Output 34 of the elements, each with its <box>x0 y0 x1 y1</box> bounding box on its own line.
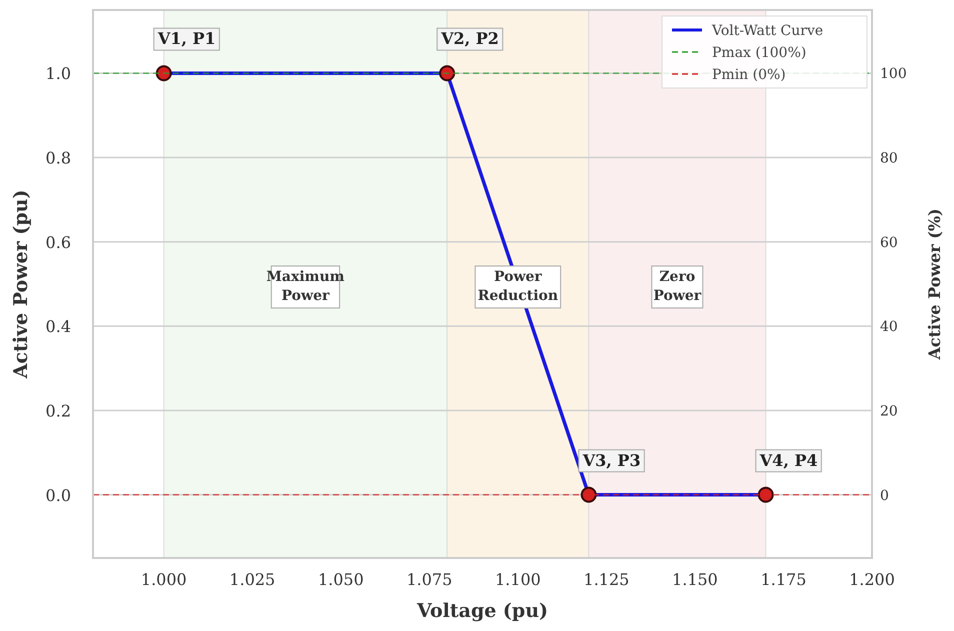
band-label: Zero Power <box>653 269 702 304</box>
x-tick-label: 1.075 <box>406 570 452 589</box>
band-label: Power Reduction <box>478 269 558 304</box>
legend-label: Pmax (100%) <box>712 45 806 61</box>
y2-tick-label: 100 <box>880 66 907 82</box>
x-tick-label: 1.025 <box>229 570 276 589</box>
y-tick-label: 0.4 <box>46 317 71 336</box>
y-tick-label: 0.8 <box>46 148 71 168</box>
y2-axis-title: Active Power (%) <box>925 208 944 361</box>
y-axis-title: Active Power (pu) <box>10 190 32 380</box>
y-tick-label: 0.2 <box>46 401 71 420</box>
x-tick-label: 1.100 <box>495 570 541 589</box>
y2-tick-label: 40 <box>880 319 898 336</box>
annotation: V3, P3 <box>582 450 641 470</box>
y-tick-label: 0.0 <box>46 486 71 505</box>
x-axis-title: Voltage (pu) <box>416 600 548 622</box>
y2-tick-label: 80 <box>880 150 898 167</box>
legend-label: Pmin (0%) <box>712 67 786 83</box>
y2-tick-label: 20 <box>880 403 898 420</box>
x-tick-label: 1.200 <box>849 570 895 589</box>
x-tick-label: 1.150 <box>672 570 718 589</box>
annotation: V4, P4 <box>758 450 818 470</box>
x-tick-label: 1.000 <box>140 570 187 589</box>
y-tick-label: 0.6 <box>46 232 71 252</box>
annotation: V1, P1 <box>156 29 216 48</box>
y2-tick-label: 60 <box>880 234 898 251</box>
band-label: Maximum Power <box>266 269 345 304</box>
y2-tick-label: 0 <box>880 488 889 504</box>
legend-label: Volt-Watt Curve <box>711 23 824 39</box>
x-tick-label: 1.050 <box>318 570 364 589</box>
annotation: V2, P2 <box>440 29 499 48</box>
x-tick-label: 1.125 <box>584 570 630 589</box>
y-tick-label: 1.0 <box>46 64 71 84</box>
x-tick-label: 1.175 <box>760 570 806 589</box>
